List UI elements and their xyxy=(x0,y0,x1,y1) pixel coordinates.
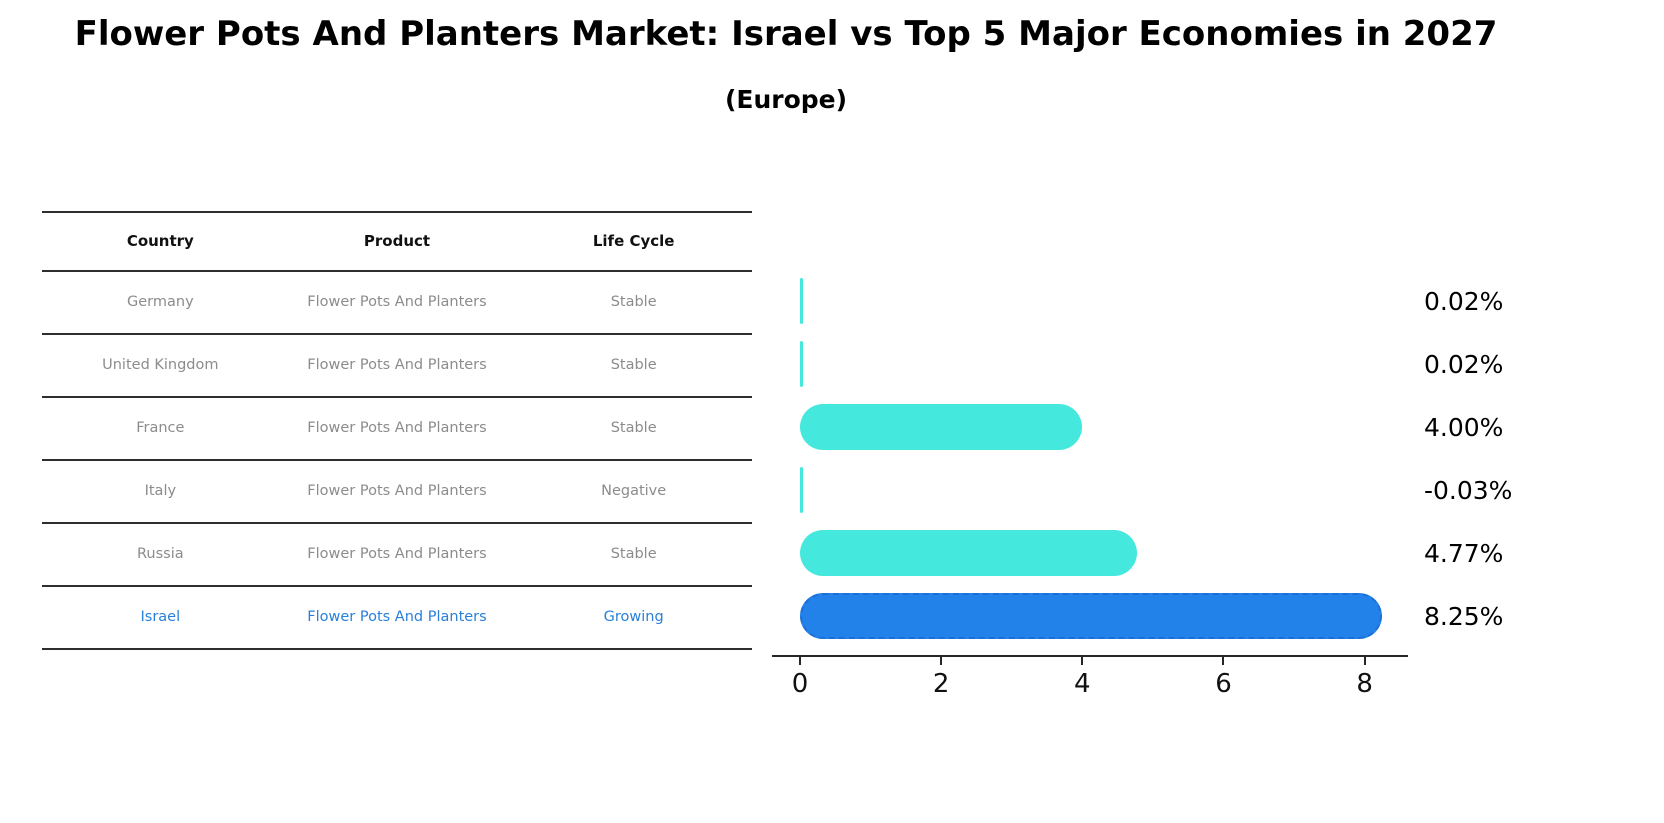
cell-country: France xyxy=(136,420,185,437)
cell-life-cycle: Stable xyxy=(610,357,657,374)
cell-life-cycle: Stable xyxy=(610,420,657,437)
page-title: Flower Pots And Planters Market: Israel … xyxy=(74,14,1498,54)
cell-life-cycle: Growing xyxy=(603,609,664,626)
cell-life-cycle: Negative xyxy=(601,483,667,500)
header-country: Country xyxy=(126,232,194,251)
cell-country: Germany xyxy=(127,294,194,311)
cell-product: Flower Pots And Planters xyxy=(307,420,487,437)
bar-russia xyxy=(800,530,1137,577)
cell-life-cycle: Stable xyxy=(610,294,657,311)
cell-country: Israel xyxy=(140,609,181,626)
x-tick-label-4: 4 xyxy=(1074,668,1091,699)
x-tick-label-0: 0 xyxy=(791,668,809,699)
bar-row-israel xyxy=(800,585,1383,648)
table-row-united-kingdom: United Kingdom Flower Pots And Planters … xyxy=(42,334,752,397)
main-content: Country Product Life Cycle Germany Flowe… xyxy=(0,211,1664,726)
x-tick-label-2: 2 xyxy=(932,668,950,699)
value-label-united-kingdom: 0.02% xyxy=(1424,349,1504,379)
header-life-cycle: Life Cycle xyxy=(592,232,675,251)
value-label-italy: -0.03% xyxy=(1424,475,1513,505)
header-product: Product xyxy=(363,232,431,251)
cell-product: Flower Pots And Planters xyxy=(307,609,487,626)
bar-row-united-kingdom xyxy=(800,333,803,396)
bar-israel xyxy=(800,593,1383,640)
header-block: Flower Pots And Planters Market: Israel … xyxy=(0,14,1572,115)
cell-life-cycle: Stable xyxy=(610,546,657,563)
value-label-germany: 0.02% xyxy=(1424,286,1504,316)
page-subtitle: (Europe) xyxy=(724,84,848,114)
table-row-france: France Flower Pots And Planters Stable xyxy=(42,397,752,460)
country-table: Country Product Life Cycle Germany Flowe… xyxy=(42,211,752,650)
cell-country: Italy xyxy=(144,483,177,500)
x-tick-8 xyxy=(1363,656,1366,665)
bar-italy xyxy=(800,467,803,514)
table-row-russia: Russia Flower Pots And Planters Stable xyxy=(42,523,752,586)
value-label-israel: 8.25% xyxy=(1424,601,1504,631)
cell-country: Russia xyxy=(137,546,184,563)
x-axis-line xyxy=(772,654,1408,657)
x-tick-6 xyxy=(1222,656,1225,665)
bar-row-russia xyxy=(800,522,1137,585)
table-row-italy: Italy Flower Pots And Planters Negative xyxy=(42,460,752,523)
bar-chart: 0 2 4 6 8 0.02% 0.02% 4.00% -0.03% 4.77% 8.25% xyxy=(772,211,1562,726)
bar-france xyxy=(800,404,1083,451)
x-tick-label-8: 8 xyxy=(1356,668,1373,699)
table-row-germany: Germany Flower Pots And Planters Stable xyxy=(42,271,752,334)
bar-united-kingdom xyxy=(800,341,803,388)
value-label-france: 4.00% xyxy=(1424,412,1504,442)
cell-country: United Kingdom xyxy=(102,357,219,374)
x-tick-4 xyxy=(1081,656,1084,665)
value-label-russia: 4.77% xyxy=(1424,538,1504,568)
table-header-row: Country Product Life Cycle xyxy=(42,211,752,271)
cell-product: Flower Pots And Planters xyxy=(307,546,487,563)
cell-product: Flower Pots And Planters xyxy=(307,294,487,311)
x-tick-0 xyxy=(799,656,801,665)
x-tick-label-6: 6 xyxy=(1215,668,1232,699)
cell-product: Flower Pots And Planters xyxy=(307,357,487,374)
x-tick-2 xyxy=(940,656,943,665)
bar-row-italy xyxy=(800,459,803,522)
info-table-panel: Country Product Life Cycle Germany Flowe… xyxy=(42,211,752,726)
bar-germany xyxy=(800,278,803,325)
bar-row-france xyxy=(800,396,1083,459)
bar-row-germany xyxy=(800,270,803,333)
table-row-israel: Israel Flower Pots And Planters Growing xyxy=(42,586,752,649)
cell-product: Flower Pots And Planters xyxy=(307,483,487,500)
